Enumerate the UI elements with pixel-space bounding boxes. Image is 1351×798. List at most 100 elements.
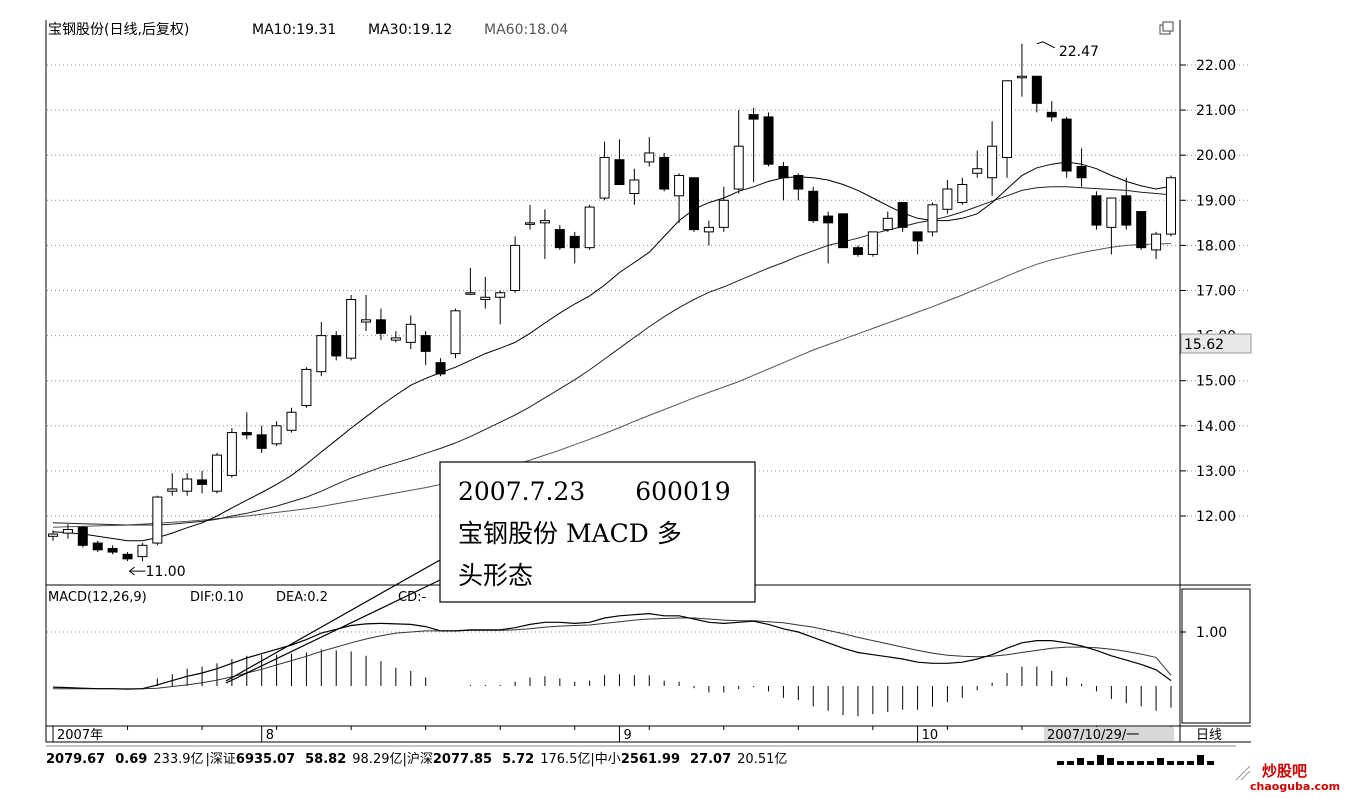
market-bar — [1177, 761, 1184, 765]
candle-up — [987, 145, 998, 179]
zx-value: 2561.99 — [621, 752, 680, 767]
candle-up — [361, 319, 372, 323]
price-grid — [47, 64, 1250, 517]
market-bar — [1187, 761, 1194, 765]
restore-window-icon[interactable] — [1159, 21, 1174, 35]
candle-down — [1136, 211, 1147, 249]
price-annotations: 22.47 11.00 — [128, 41, 1099, 580]
price-tick-label: 12.00 — [1196, 509, 1236, 525]
candle-up — [644, 152, 655, 163]
candle-up — [674, 174, 685, 197]
price-tick-label: 17.00 — [1196, 284, 1236, 300]
market-bar — [1117, 761, 1124, 765]
ma30-line — [52, 186, 1172, 526]
macd-dea-label: DEA:0.2 — [276, 590, 328, 605]
candle-down — [688, 177, 699, 231]
candle-down — [793, 174, 804, 190]
annotation-line3: 头形态 — [458, 561, 533, 590]
candle-down — [554, 229, 565, 249]
candle-up — [599, 156, 610, 199]
candle-down — [659, 156, 670, 190]
candle-up — [1166, 177, 1176, 235]
candle-up — [629, 179, 640, 195]
candle-up — [226, 432, 237, 476]
candle-up — [465, 292, 476, 295]
candle-down — [748, 114, 759, 120]
candle-up — [182, 478, 193, 492]
candle-up — [927, 204, 938, 233]
candle-up — [718, 199, 729, 228]
max-arrow — [1036, 41, 1056, 49]
market-bar — [1107, 758, 1114, 765]
ma60-label: MA60:18.04 — [484, 22, 568, 38]
candle-up — [972, 168, 983, 174]
market-bar — [1147, 761, 1154, 765]
candle-down — [569, 235, 580, 249]
candle-up — [152, 496, 163, 544]
price-y-axis: 22.0021.0020.0019.0018.0017.0016.0015.00… — [1180, 58, 1236, 525]
sz-value: 6935.07 — [236, 752, 295, 767]
candle-down — [823, 215, 834, 224]
candle-down — [241, 432, 252, 436]
candle-up — [301, 368, 312, 407]
price-tick-label: 18.00 — [1196, 238, 1236, 254]
ma30-label: MA30:19.12 — [368, 22, 452, 38]
status-bar: 2079.67 0.69 233.9亿 |深证6935.07 58.82 98.29亿|沪… — [46, 751, 787, 767]
candle-down — [1091, 195, 1102, 226]
candle-up — [882, 217, 893, 231]
candle-down — [897, 202, 908, 228]
resize-grip-icon[interactable] — [1235, 765, 1251, 781]
market-bar — [1077, 758, 1084, 765]
index-volume: 233.9亿 — [153, 752, 203, 767]
candle-down — [852, 247, 863, 255]
end-date-label: 2007/10/29/一 — [1047, 728, 1139, 743]
zx-change: 27.07 — [690, 752, 731, 767]
price-tick-label: 19.00 — [1196, 193, 1236, 209]
market-bar — [1127, 761, 1134, 765]
resize-grip-icon-line[interactable] — [1240, 770, 1251, 781]
candle-up — [390, 337, 401, 341]
current-price-label: 15.62 — [1184, 337, 1224, 353]
market-bar — [1197, 755, 1204, 765]
moving-average-lines — [52, 161, 1172, 542]
candle-up — [1151, 233, 1162, 251]
candle-up — [1106, 197, 1117, 228]
candle-up — [942, 188, 953, 210]
end-date-box — [1044, 727, 1174, 741]
sz-volume: 98.29亿 — [352, 752, 402, 767]
candle-up — [703, 226, 714, 233]
candle-down — [1061, 118, 1072, 172]
sz-label: 深证 — [210, 752, 236, 767]
market-bar — [1207, 761, 1214, 765]
x-tick-label: 8 — [266, 728, 274, 743]
candle-down — [838, 213, 849, 249]
ma10-label: MA10:19.31 — [252, 22, 336, 38]
candle-up — [346, 299, 357, 359]
zx-volume: 20.51亿 — [737, 752, 787, 767]
hs-label: 沪深 — [407, 751, 433, 767]
price-tick-label: 22.00 — [1196, 58, 1236, 74]
sz-change: 58.82 — [305, 752, 346, 767]
annotation-callout: 2007.7.23 600019 宝钢股份 MACD 多 头形态 — [225, 461, 756, 684]
callout-pointer-lower — [225, 579, 441, 684]
candle-down — [122, 553, 133, 560]
hs-change: 5.72 — [502, 752, 534, 767]
candle-down — [808, 190, 819, 222]
candle-down — [77, 526, 88, 546]
zx-label: 中小 — [595, 752, 621, 767]
candle-up — [271, 425, 282, 445]
candle-up — [539, 220, 550, 224]
candle-up — [48, 533, 58, 537]
candle-down — [435, 362, 446, 375]
x-tick-label: 2007年 — [57, 728, 103, 743]
market-bar — [1137, 761, 1144, 765]
candle-down — [420, 335, 431, 352]
index-change: 0.69 — [115, 752, 147, 767]
min-arrow-head — [128, 566, 135, 576]
x-axis: 2007年 8 9 10 — [52, 726, 1172, 743]
candle-down — [912, 231, 923, 242]
macd-title: MACD(12,26,9) — [48, 590, 147, 605]
candle-up — [584, 206, 595, 249]
watermark-url: chaoguba.com — [1250, 780, 1340, 793]
